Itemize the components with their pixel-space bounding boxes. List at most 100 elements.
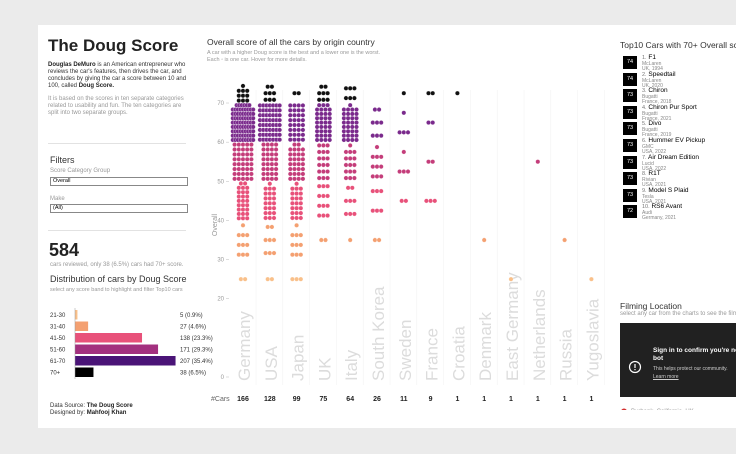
car-dot <box>325 175 330 181</box>
car-name: 7. Air Dream Edition <box>642 154 699 161</box>
filter-select[interactable]: Overall <box>50 177 188 186</box>
car-dot <box>296 152 302 157</box>
car-dot <box>343 169 349 174</box>
car-dot <box>321 169 326 174</box>
top10-item[interactable]: 72 10. RS6 Avant Audi Germany, 2021 <box>623 203 736 221</box>
car-dot <box>240 207 246 212</box>
car-dot <box>290 200 295 206</box>
car-dot <box>296 161 302 167</box>
rank: 1. <box>642 55 647 61</box>
car-dot <box>250 128 256 134</box>
top10-item[interactable]: 73 4. Chiron Pur Sport Bugatti France, 2021 <box>623 104 736 122</box>
car-dot <box>318 120 324 125</box>
top10-item[interactable]: 73 8. R1T Rivian USA, 2021 <box>623 170 736 188</box>
car-dot <box>347 102 353 108</box>
car-dot <box>430 90 436 96</box>
car-dot <box>341 133 347 138</box>
car-dot <box>298 210 304 216</box>
car-dot <box>314 107 320 112</box>
car-dot <box>345 107 351 112</box>
car-dot <box>354 111 359 117</box>
car-dot <box>269 176 275 182</box>
car-dot <box>244 142 250 147</box>
car-dot <box>424 198 429 204</box>
car-dot <box>271 97 277 103</box>
country-label: Yugoslavia <box>583 298 602 381</box>
car-dot <box>300 171 306 177</box>
car-dot <box>240 242 246 248</box>
learn-more[interactable]: Learn more <box>653 374 679 380</box>
car-dot <box>349 133 355 138</box>
value-label: 27 (4.6%) <box>180 325 206 331</box>
car-dot <box>240 161 246 167</box>
car-dot <box>240 211 246 217</box>
car-dot <box>236 202 242 208</box>
origin: USA, 2021 <box>642 198 667 205</box>
make: Lucid <box>642 160 654 167</box>
make: Tesla <box>642 193 654 200</box>
car-name: 1. F1 <box>642 54 656 61</box>
car-dot <box>314 120 320 125</box>
car-dot <box>300 108 306 113</box>
car-dot <box>240 88 246 94</box>
car-dot <box>347 211 353 217</box>
car-dot <box>325 183 330 189</box>
top10-item[interactable]: 73 6. Hummer EV Pickup GMC USA, 2022 <box>623 137 736 155</box>
car-dot <box>298 252 304 258</box>
top10-item[interactable]: 73 3. Chiron Bugatti France, 2018 <box>623 87 736 105</box>
car-dot <box>316 149 322 155</box>
car-dot <box>265 156 271 162</box>
car-dot <box>290 215 295 221</box>
car-dot <box>287 112 293 118</box>
car-dot <box>323 128 328 134</box>
car-dot <box>240 98 246 103</box>
top10-item[interactable]: 73 5. Divo Bugatti France, 2019 <box>623 120 736 138</box>
car-dot <box>341 115 347 121</box>
top10-item[interactable]: 73 9. Model S Plaid Tesla USA, 2021 <box>623 187 736 205</box>
top10-item[interactable]: 73 7. Air Dream Edition Lucid USA, 2022 <box>623 154 736 172</box>
car-dot <box>345 137 351 143</box>
car-dot <box>249 156 254 162</box>
car-dot <box>378 164 384 169</box>
band-label: 41-50 <box>50 336 66 342</box>
car-dot <box>240 232 246 238</box>
text-segment: Data Source: <box>50 403 86 409</box>
car-dot <box>249 176 254 182</box>
car-dot <box>244 176 250 182</box>
bar <box>75 333 143 343</box>
car-dot <box>352 175 357 181</box>
car-dot <box>294 210 299 216</box>
country-label: Denmark <box>476 312 495 381</box>
car-dot <box>341 120 347 125</box>
car-dot <box>314 124 320 130</box>
car-dot <box>341 107 347 112</box>
top10-item[interactable]: 74 1. F1 McLaren UK, 1994 <box>623 54 736 72</box>
car-dot <box>316 102 322 108</box>
car-count: 128 <box>264 396 276 403</box>
car-dot <box>232 161 237 167</box>
car-dot <box>261 176 266 182</box>
car-dot <box>287 122 293 128</box>
filter-select[interactable]: (All) <box>50 204 188 213</box>
car-dot <box>236 142 242 147</box>
car-dot <box>300 166 306 172</box>
car-dot <box>287 103 293 108</box>
car-dot <box>269 142 275 147</box>
car-dot <box>265 276 271 282</box>
top10-item[interactable]: 74 2. Speedtail McLaren UK, 2020 <box>623 71 736 89</box>
car-dot <box>287 166 293 172</box>
designer: Designed by: Mahfooj Khan <box>50 410 126 417</box>
rank: 10. <box>642 204 650 211</box>
car-dot <box>292 122 297 128</box>
car-dot <box>314 128 320 134</box>
make: McLaren <box>642 77 662 84</box>
car-dot <box>327 107 333 112</box>
y-tick-label: 20 <box>217 297 224 303</box>
car-dot <box>244 171 250 177</box>
car-dot <box>287 171 293 177</box>
car-dot <box>273 161 279 167</box>
car-name: 4. Chiron Pur Sport <box>642 104 697 111</box>
text-segment: The Doug Score <box>86 403 133 409</box>
car-dot <box>349 115 355 121</box>
car-dot <box>296 142 302 147</box>
